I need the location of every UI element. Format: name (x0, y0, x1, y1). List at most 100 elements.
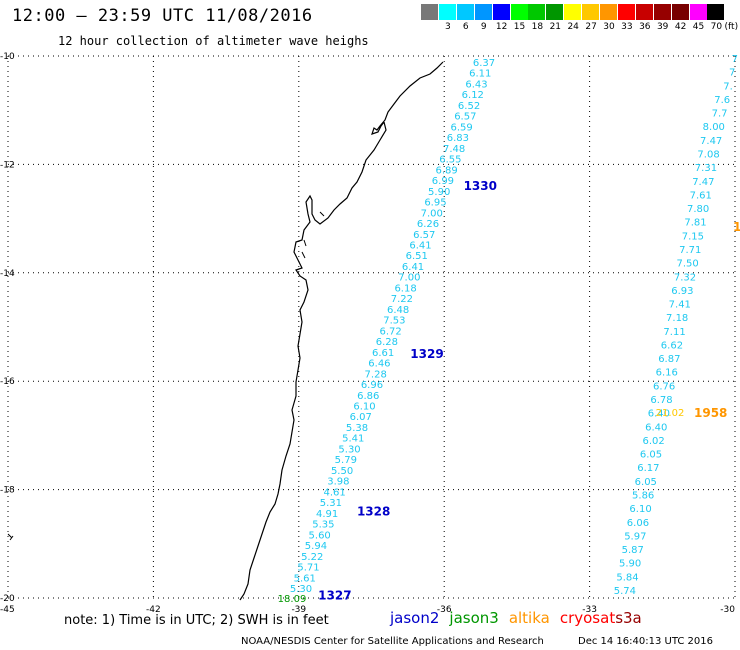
scale-swatch (510, 4, 528, 20)
axis-tick-labels: -10 -12 -14 -16 -18 -20-45 -42 -39 -36 -33 -30 (0, 52, 735, 615)
swh-value: 5.74 (614, 586, 636, 597)
jason2-track: 6.376.116.436.126.526.576.596.837.486.55… (278, 58, 495, 605)
swh-value: 6.41 (409, 240, 431, 251)
scale-swatch (546, 4, 564, 20)
swh-value: 6.52 (458, 101, 480, 112)
scale-unit: (ft) (724, 22, 739, 32)
swh-value: 5.31 (320, 498, 342, 509)
map-subtitle: 12 hour collection of altimeter wave hei… (58, 34, 369, 48)
pass-label-edge: 1 (733, 220, 740, 234)
swh-value: 6.89 (436, 165, 458, 176)
pass-label: 1330 (464, 179, 497, 193)
swh-value: 7.11 (663, 327, 685, 338)
swh-value: 5.79 (335, 455, 357, 466)
swh-value-high: 21.02 (656, 408, 685, 419)
swh-value: 6.86 (357, 391, 379, 402)
scale-label: 33 (621, 22, 633, 32)
scale-label: 3 (445, 22, 451, 32)
swh-value: 3.98 (327, 477, 349, 488)
swh-value: 5.30 (338, 444, 360, 455)
swh-value: 7.71 (679, 245, 701, 256)
scale-swatch (492, 4, 510, 20)
swh-value: 5.87 (622, 545, 644, 556)
swh-value: 7.22 (391, 294, 413, 305)
swh-value: 7.53 (383, 316, 405, 327)
swh-value: 6.40 (645, 422, 667, 433)
swh-value: 5.94 (305, 541, 327, 552)
swh-value: 4.61 (323, 487, 345, 498)
swh-value: 7.18 (666, 313, 688, 324)
pass-label: 1328 (357, 504, 390, 518)
satellite-legend-jason2: jason2 (390, 609, 440, 627)
scale-swatch (689, 4, 707, 20)
scale-swatch (582, 4, 600, 20)
lat-tick-label: -20 (0, 594, 15, 604)
swh-value: 7.47 (692, 177, 714, 188)
swh-value: 6.59 (450, 122, 472, 133)
swh-value: 6.51 (406, 251, 428, 262)
lat-tick-label: -14 (0, 269, 15, 279)
swh-value: 7.7 (712, 109, 728, 120)
pass-labels: 1330 1329 1328 1327 (318, 179, 497, 602)
swh-value: 7.31 (695, 163, 717, 174)
swh-value: 6.37 (473, 58, 495, 69)
lat-tick-label: -18 (0, 486, 15, 496)
lon-tick-label: -42 (146, 605, 161, 615)
swh-value: 7.48 (443, 144, 465, 155)
pass-label: 1329 (410, 347, 443, 361)
swh-value: 7 (732, 54, 738, 65)
swh-value: 6.57 (413, 230, 435, 241)
swh-value: 6.76 (653, 381, 675, 392)
generation-timestamp: Dec 14 16:40:13 UTC 2016 (578, 636, 713, 647)
swh-value: 4.91 (316, 509, 338, 520)
swh-value: 6.95 (424, 198, 446, 209)
swh-value: 5.50 (331, 466, 353, 477)
swh-value: 6.57 (454, 112, 476, 123)
lon-tick-label: -36 (437, 605, 452, 615)
swh-value: 6.26 (417, 219, 439, 230)
swh-value: 6.05 (640, 450, 662, 461)
swh-value: 6.06 (627, 518, 649, 529)
swh-value: 5.90 (428, 187, 450, 198)
swh-value: 6.10 (353, 402, 375, 413)
scale-label: 27 (585, 22, 597, 32)
lat-lon-grid (7, 55, 736, 599)
scale-swatch (653, 4, 671, 20)
swh-value: 6.05 (635, 477, 657, 488)
swh-value: 6.18 (394, 283, 416, 294)
scale-label: 70 (710, 22, 723, 32)
scale-label: 39 (656, 22, 669, 32)
pass-label: 1327 (318, 588, 351, 602)
swh-value: 6.96 (361, 380, 383, 391)
coastline (239, 61, 444, 601)
swh-value: 7.32 (674, 272, 696, 283)
swh-value: 7.81 (684, 218, 706, 229)
swh-value: 5.35 (312, 520, 334, 531)
swh-value: 6.87 (658, 354, 680, 365)
pass-label: 1958 (694, 406, 727, 420)
satellite-legend-jason3: jason3 (449, 609, 499, 627)
lat-tick-label: -16 (0, 377, 15, 387)
swh-value: 6.43 (465, 79, 487, 90)
lon-tick-label: -45 (0, 605, 15, 615)
swh-value: 6.55 (439, 155, 461, 166)
scale-swatch (671, 4, 689, 20)
swh-value: 6.02 (643, 436, 665, 447)
scale-swatch (456, 4, 474, 20)
swh-value: 6.10 (629, 504, 651, 515)
satellite-legend-altika: altika (508, 609, 550, 627)
swh-value: 5.38 (346, 423, 368, 434)
swh-value: 6.62 (661, 340, 683, 351)
scale-swatch (635, 4, 653, 20)
altika-track: 7 7 7. 7.6 7.7 8.00 7.47 7.08 7.31 7.47 7.61 7.80 7.… (614, 54, 740, 597)
swh-value: 6.46 (368, 359, 390, 370)
swh-value: 6.17 (637, 463, 659, 474)
scale-label: 6 (462, 22, 469, 32)
swh-value: 5.71 (297, 563, 319, 574)
scale-label: 21 (549, 22, 562, 32)
scale-label: 12 (495, 22, 508, 32)
scale-swatch (421, 4, 438, 20)
scale-label: 30 (603, 22, 615, 32)
lat-tick-label: -10 (0, 52, 15, 62)
